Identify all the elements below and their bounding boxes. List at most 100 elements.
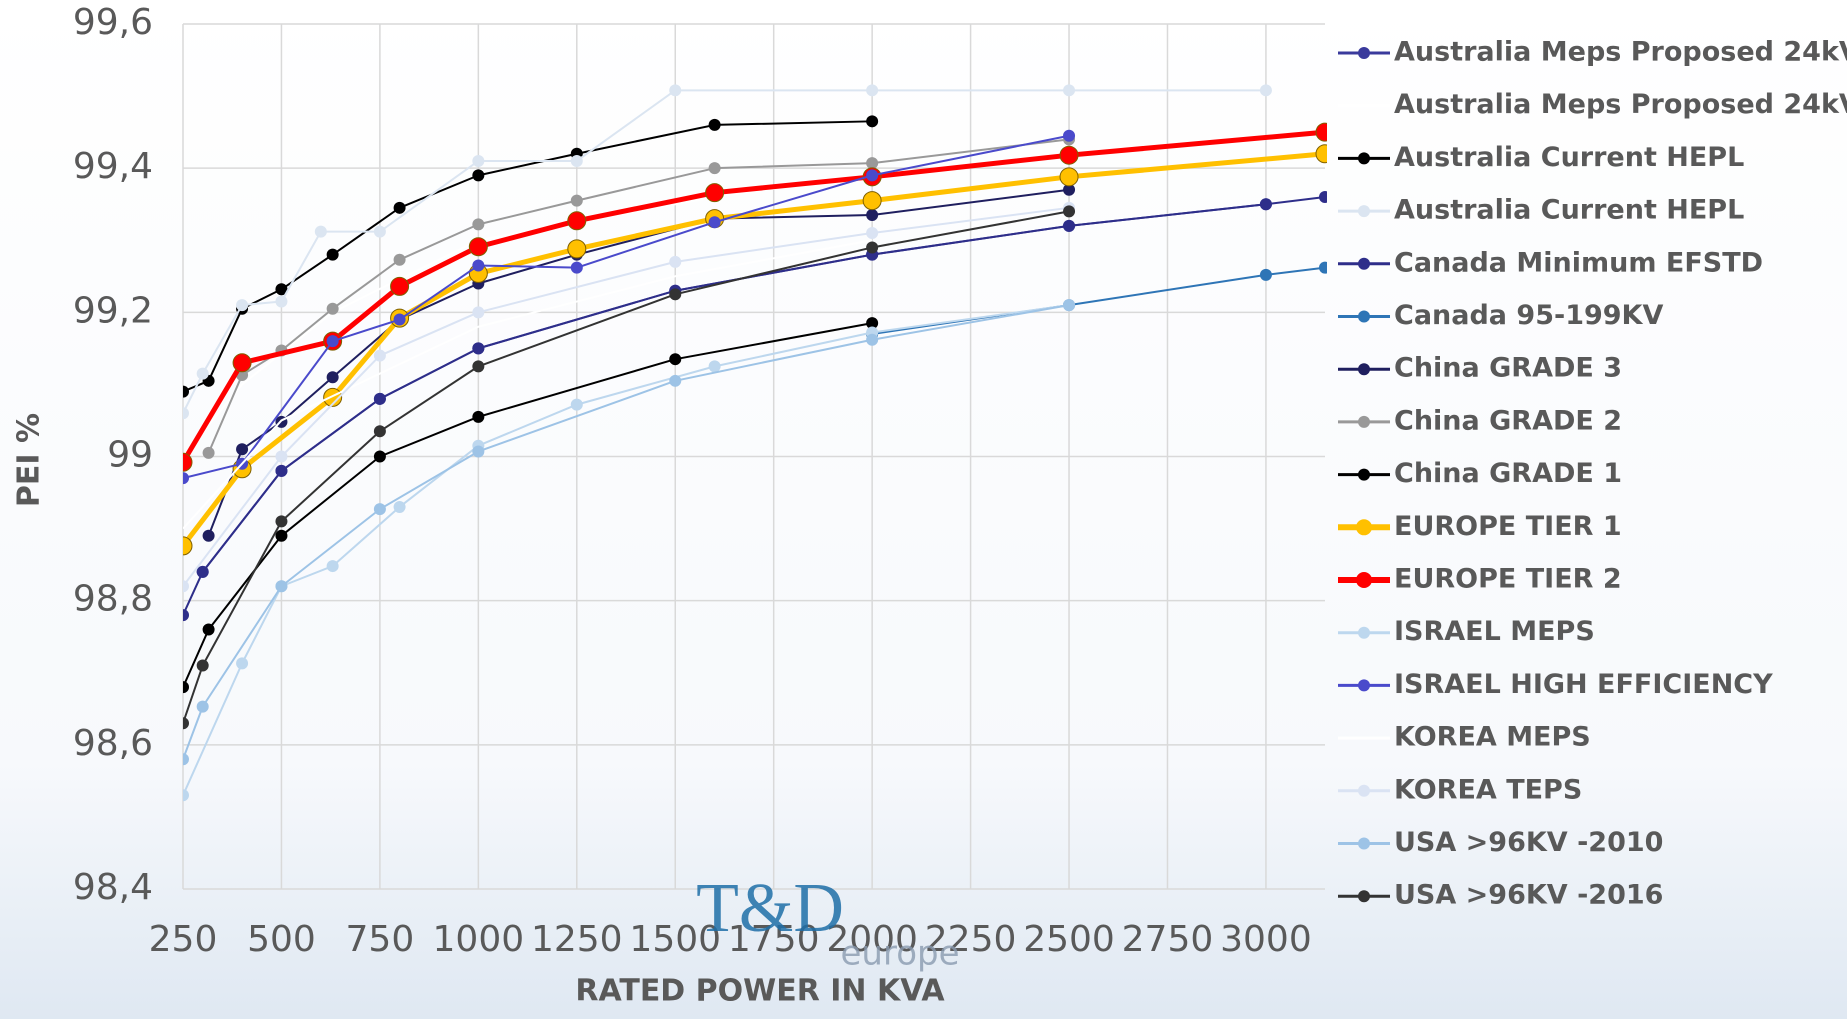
x-tick-label: 2000 bbox=[826, 919, 918, 960]
point bbox=[183, 472, 189, 485]
point bbox=[567, 239, 587, 259]
point bbox=[1063, 84, 1076, 97]
point bbox=[866, 317, 879, 330]
y-tick-label: 98,8 bbox=[73, 579, 153, 620]
legend-marker bbox=[1358, 679, 1370, 692]
point bbox=[326, 371, 339, 384]
x-tick-label: 2750 bbox=[1122, 919, 1214, 960]
x-tick-label: 3000 bbox=[1220, 919, 1312, 960]
legend-label: EUROPE TIER 1 bbox=[1394, 511, 1622, 542]
legend-label: ISRAEL HIGH EFFICIENCY bbox=[1394, 669, 1773, 700]
point bbox=[275, 450, 288, 463]
legend-label: Australia Meps Proposed 24kV bbox=[1394, 37, 1847, 68]
point bbox=[669, 374, 682, 387]
series-line bbox=[183, 196, 1326, 616]
x-tick-label: 1750 bbox=[728, 919, 820, 960]
x-tick-label: 2500 bbox=[1023, 919, 1115, 960]
legend-label: Australia Current HEPL bbox=[1394, 195, 1744, 226]
x-tick-label: 750 bbox=[346, 919, 415, 960]
y-tick-label: 98,4 bbox=[73, 867, 153, 908]
legend-label: China GRADE 2 bbox=[1394, 405, 1622, 436]
x-tick-label: 250 bbox=[149, 919, 218, 960]
point bbox=[196, 565, 209, 578]
logo-sub: europe bbox=[841, 934, 960, 974]
point bbox=[183, 407, 189, 420]
x-tick-label: 1500 bbox=[629, 919, 721, 960]
point bbox=[183, 609, 189, 622]
point bbox=[326, 302, 339, 315]
point bbox=[183, 753, 189, 766]
point bbox=[1059, 167, 1079, 187]
point bbox=[708, 118, 721, 131]
point bbox=[183, 536, 193, 556]
point bbox=[236, 299, 249, 312]
point bbox=[393, 313, 406, 326]
point bbox=[1063, 219, 1076, 232]
point bbox=[183, 452, 193, 472]
point bbox=[708, 216, 721, 229]
point bbox=[390, 276, 410, 296]
point bbox=[196, 700, 209, 713]
point bbox=[373, 225, 386, 238]
legend-label: Canada Minimum EFSTD bbox=[1394, 247, 1763, 278]
point bbox=[183, 580, 189, 593]
point bbox=[183, 385, 189, 398]
series-line bbox=[183, 304, 1070, 760]
series-line bbox=[183, 239, 873, 530]
y-tick-label: 99,4 bbox=[73, 146, 153, 187]
point bbox=[468, 237, 488, 257]
point bbox=[866, 333, 879, 346]
point bbox=[1319, 191, 1327, 203]
point bbox=[472, 445, 485, 458]
legend-label: Canada 95-199KV bbox=[1394, 300, 1663, 331]
series-line bbox=[183, 89, 1266, 414]
point bbox=[472, 259, 485, 272]
legend-marker bbox=[1358, 47, 1370, 59]
point bbox=[570, 261, 583, 274]
legend-label: China GRADE 1 bbox=[1394, 458, 1622, 489]
point bbox=[866, 169, 879, 182]
point bbox=[669, 255, 682, 268]
legend-marker bbox=[1358, 626, 1370, 639]
point bbox=[866, 227, 879, 240]
point bbox=[236, 657, 249, 670]
x-axis-title: RATED POWER IN KVA bbox=[575, 974, 945, 1009]
point bbox=[472, 154, 485, 167]
legend-marker bbox=[1358, 152, 1370, 165]
point bbox=[326, 335, 339, 348]
point bbox=[705, 183, 725, 203]
point bbox=[196, 367, 209, 380]
series-line bbox=[183, 129, 1326, 464]
legend-label: China GRADE 3 bbox=[1394, 353, 1622, 384]
point bbox=[202, 446, 215, 459]
point bbox=[196, 659, 209, 672]
point bbox=[326, 248, 339, 261]
legend-label: Australia Meps Proposed 24kV bbox=[1394, 89, 1847, 120]
point bbox=[866, 84, 879, 97]
point bbox=[669, 353, 682, 366]
legend-label: EUROPE TIER 2 bbox=[1394, 564, 1622, 595]
point bbox=[393, 201, 406, 214]
x-tick-label: 2250 bbox=[925, 919, 1017, 960]
point bbox=[472, 410, 485, 423]
legend-marker bbox=[1356, 572, 1372, 588]
point bbox=[866, 241, 879, 254]
point bbox=[326, 560, 339, 573]
point bbox=[373, 392, 386, 405]
point bbox=[472, 342, 485, 355]
point bbox=[866, 157, 879, 170]
x-tick-label: 1000 bbox=[433, 919, 525, 960]
point bbox=[570, 154, 583, 167]
point bbox=[373, 450, 386, 463]
x-tick-label: 1250 bbox=[531, 919, 623, 960]
point bbox=[275, 515, 288, 528]
legend-marker bbox=[1358, 415, 1370, 428]
point bbox=[373, 349, 386, 362]
legend: Australia Meps Proposed 24kV Australia Me… bbox=[1338, 37, 1847, 911]
series-line bbox=[183, 304, 1070, 796]
point bbox=[202, 529, 215, 542]
point bbox=[393, 253, 406, 266]
legend-label: Australia Current HEPL bbox=[1394, 142, 1744, 173]
